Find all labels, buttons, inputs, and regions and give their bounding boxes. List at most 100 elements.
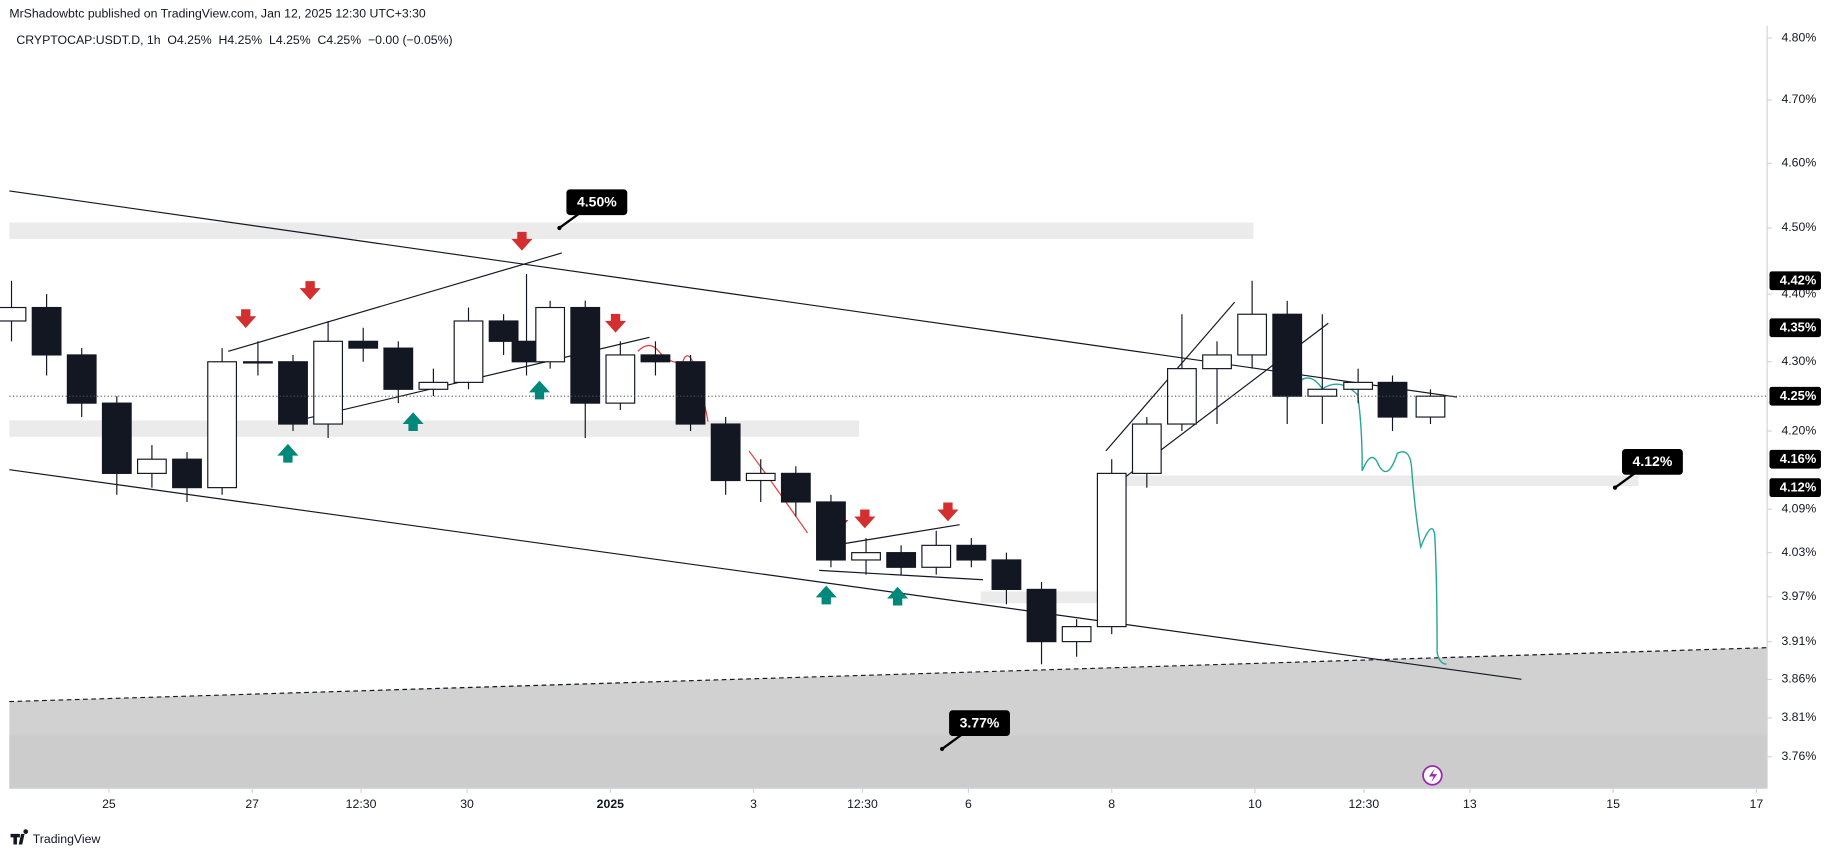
candle-body [101,402,132,474]
candle-body [675,361,706,425]
callout-dot [557,225,562,231]
candle-body [313,340,344,425]
candle-body [605,354,636,404]
support-band [9,735,1768,789]
trend-line [9,469,1522,680]
buy-arrow [887,586,909,606]
overlay: 4.80%4.70%4.60%4.50%4.40%4.30%4.20%4.09%… [9,30,1821,811]
candle-body [535,306,566,363]
candles [0,274,1446,665]
sell-arrow [854,509,876,529]
candle-body [886,552,917,568]
candle-body [1343,381,1374,390]
candle-body [991,559,1022,590]
footer-logo [10,829,29,845]
x-tick-label: 6 [965,797,972,811]
price-badge [1769,478,1821,498]
candle-body [710,423,741,482]
y-tick-label: 4.60% [1781,156,1816,170]
candle-body [570,306,601,404]
y-tick-label: 3.86% [1781,672,1816,686]
y-tick-label: 3.97% [1781,589,1816,603]
candle-body [1415,395,1446,418]
candle-body [1026,588,1057,643]
candle-body [816,501,846,561]
x-tick-label: 12:30 [346,797,377,811]
support-line [9,647,1768,703]
buy-arrow [277,443,299,463]
zone [9,222,1254,239]
callout-label: 3.77% [960,714,1000,730]
price-badge [1769,386,1821,406]
y-tick-label: 4.03% [1781,545,1816,559]
candle-body [488,320,519,342]
y-tick-label: 4.80% [1781,30,1816,44]
candle-body [1272,313,1303,397]
price-badge [1769,318,1821,338]
x-tick-label: 27 [245,797,259,811]
drawings [9,190,1768,789]
candle-body [207,361,238,489]
candle-body [383,347,414,390]
x-tick-label: 30 [460,797,474,811]
price-badge-label: 4.42% [1780,273,1817,288]
y-tick-label: 4.50% [1781,220,1816,234]
candle-body [1096,472,1127,628]
candle-body [418,381,449,390]
x-tick-label: 10 [1248,797,1262,811]
buy-arrow [815,585,837,605]
price-badge [1769,449,1821,469]
projection-path [1286,377,1447,665]
x-tick-label: 3 [750,797,757,811]
y-tick-label: 4.20% [1781,423,1816,437]
callout-label: 4.12% [1633,453,1673,469]
x-tick-label: 2025 [597,797,624,811]
x-tick-label: 25 [102,797,116,811]
candle-body [66,354,97,404]
x-tick-label: 12:30 [847,797,878,811]
candle-body [1131,423,1162,474]
candle-body [1061,626,1092,643]
footer-brand: TradingView [33,832,101,846]
callout-box [566,189,628,216]
candle-body [172,458,202,489]
y-tick-label: 3.76% [1781,749,1816,763]
y-tick-label: 4.70% [1781,92,1816,106]
candle-body [348,340,379,349]
callout-dot [1612,485,1618,490]
price-badge-label: 4.12% [1780,480,1817,495]
y-tick-label: 3.91% [1781,634,1816,648]
candle-body [640,354,671,363]
y-tick-label: 4.09% [1781,501,1816,515]
price-badge-label: 4.16% [1780,451,1817,466]
candle-body [851,552,881,561]
candle-body [745,472,776,482]
x-tick-label: 12:30 [1348,797,1379,811]
y-tick-label: 3.81% [1781,710,1816,724]
x-tick-label: 17 [1750,797,1764,811]
candle-body [921,544,952,568]
candle-body [278,361,308,425]
symbol-legend: CRYPTOCAP:USDT.D, 1h O4.25% H4.25% L4.25… [16,33,452,47]
wedge-line [819,569,984,581]
candle-body [136,458,167,474]
logo-mark [10,829,29,845]
zone [1121,475,1639,487]
price-badge [1769,271,1821,291]
candle-body [956,544,987,561]
callout-label: 4.50% [577,193,617,209]
candle-body [1202,354,1232,370]
x-tick-label: 8 [1108,797,1115,811]
x-tick-label: 13 [1463,797,1477,811]
candle-body [0,306,27,322]
callout-box [949,710,1010,737]
candle-body [1237,313,1268,356]
sell-arrow [605,313,627,333]
callout-dot [939,746,945,752]
callout-box [1622,448,1683,475]
price-badge-label: 4.25% [1780,388,1817,403]
event-icon-bolt [1428,768,1438,783]
candle-body [243,361,273,364]
candle-body [453,320,484,383]
